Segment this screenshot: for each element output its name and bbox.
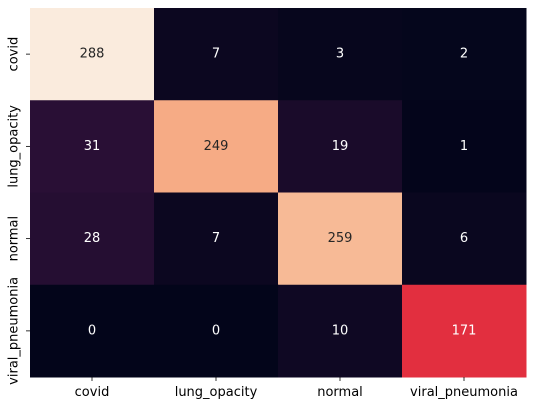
heatmap-cell-covid-lung_opacity xyxy=(154,8,279,101)
cell-value-label: 7 xyxy=(212,231,220,246)
cell-value-label: 1 xyxy=(460,139,468,154)
y-tick-label: viral_pneumonia xyxy=(7,277,22,385)
cell-value-label: 19 xyxy=(332,139,349,154)
heatmap-cell-normal-lung_opacity xyxy=(154,192,279,286)
heatmap-cell-normal-covid xyxy=(30,192,155,286)
cell-value-label: 6 xyxy=(460,231,468,246)
cell-value-label: 2 xyxy=(460,47,468,62)
x-tick-label: covid xyxy=(75,385,110,400)
heatmap-cell-lung_opacity-covid xyxy=(30,100,155,193)
heatmap-cell-viral_pneumonia-viral_pneumonia xyxy=(402,284,527,378)
heatmap-cell-viral_pneumonia-normal xyxy=(278,284,403,378)
cell-value-label: 0 xyxy=(88,323,96,338)
cell-value-label: 259 xyxy=(328,231,353,246)
y-tick-label: covid xyxy=(7,37,22,72)
heatmap-cells xyxy=(30,8,527,378)
heatmap-cell-normal-viral_pneumonia xyxy=(402,192,527,286)
heatmap-cell-viral_pneumonia-lung_opacity xyxy=(154,284,279,378)
heatmap-cell-covid-covid xyxy=(30,8,155,101)
x-tick-label: viral_pneumonia xyxy=(410,385,518,400)
x-tick-label: lung_opacity xyxy=(175,385,258,400)
x-axis: covid lung_opacity normal viral_pneumonia xyxy=(75,377,518,400)
cell-value-label: 171 xyxy=(452,323,477,338)
heatmap-cell-lung_opacity-lung_opacity xyxy=(154,100,279,193)
heatmap-cell-covid-normal xyxy=(278,8,403,101)
cell-value-label: 249 xyxy=(204,139,229,154)
cell-value-label: 3 xyxy=(336,47,344,62)
heatmap-cell-covid-viral_pneumonia xyxy=(402,8,527,101)
heatmap-cell-lung_opacity-viral_pneumonia xyxy=(402,100,527,193)
heatmap-cell-normal-normal xyxy=(278,192,403,286)
y-tick-label: normal xyxy=(7,216,22,262)
x-tick-label: normal xyxy=(317,385,363,400)
cell-value-label: 10 xyxy=(332,323,349,338)
cell-value-label: 31 xyxy=(84,139,101,154)
y-tick-label: lung_opacity xyxy=(7,105,22,188)
heatmap-cell-viral_pneumonia-covid xyxy=(30,284,155,378)
cell-value-label: 7 xyxy=(212,47,220,62)
cell-annotations: 288 7 3 2 31 249 19 1 28 7 259 6 0 0 10 171 xyxy=(80,47,477,339)
heatmap-cell-lung_opacity-normal xyxy=(278,100,403,193)
cell-value-label: 28 xyxy=(84,231,101,246)
cell-value-label: 288 xyxy=(80,47,105,62)
cell-value-label: 0 xyxy=(212,323,220,338)
